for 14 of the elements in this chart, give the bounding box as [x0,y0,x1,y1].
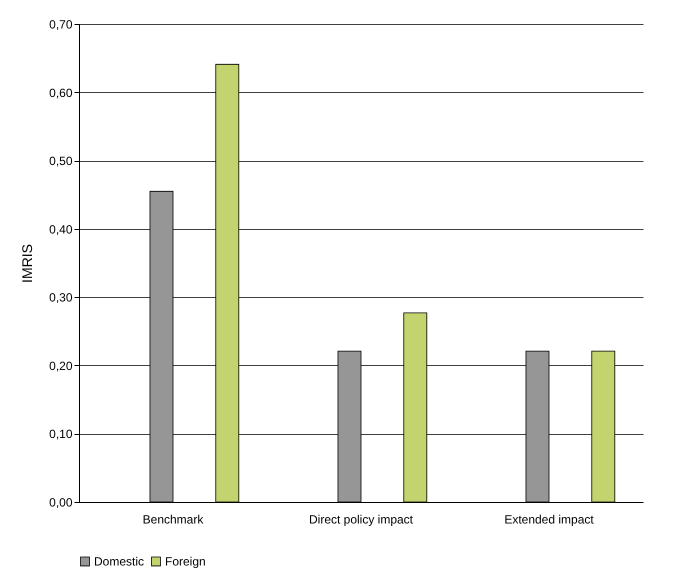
y-axis-title: IMRIS [19,244,36,283]
y-tick-label: 0,10 [49,427,73,442]
legend-label: Foreign [165,554,206,568]
y-tick-label: 0,00 [49,496,73,510]
x-tick-label: Extended impact [504,512,594,526]
x-tick-label: Benchmark [142,512,204,526]
y-tick-label: 0,50 [49,154,73,168]
y-tick-label: 0,40 [49,222,73,236]
y-tick-label: 0,20 [49,358,73,373]
x-tick-label: Direct policy impact [308,512,414,526]
legend-label: Domestic [94,554,144,568]
y-tick-label: 0,60 [49,86,73,100]
y-tick-label: 0,70 [49,18,73,32]
y-tick-label: 0,30 [49,290,73,305]
